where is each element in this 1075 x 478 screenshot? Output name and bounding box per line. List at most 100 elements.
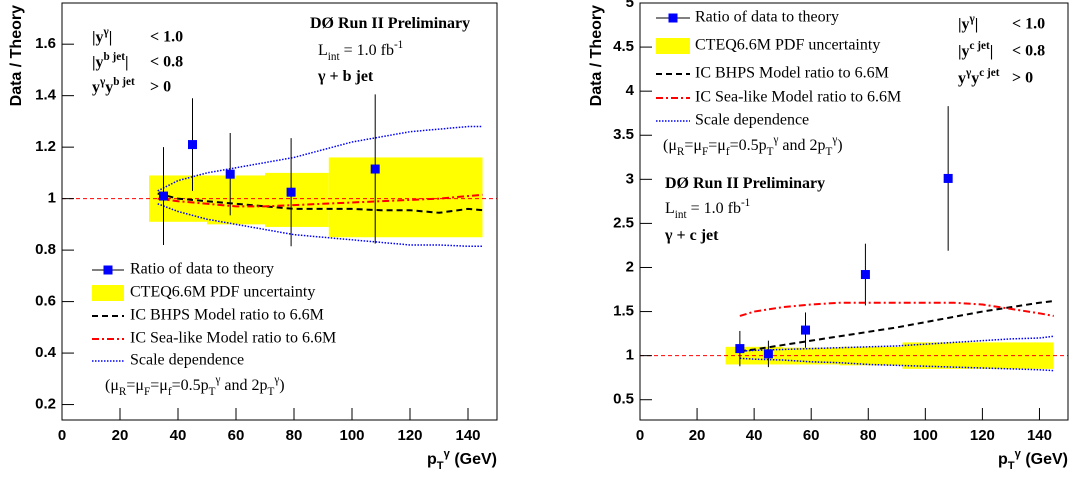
x-tick-label: 120 (397, 427, 422, 444)
text-part: (GeV) (450, 451, 497, 468)
text-part: int (328, 51, 341, 63)
x-tick-label: 100 (913, 427, 938, 444)
y-tick-label: 5 (626, 0, 634, 11)
annotation: γ + b jet (317, 68, 374, 85)
text-part: f (726, 146, 730, 158)
text-part: y (971, 70, 979, 87)
y-tick-label: 1 (626, 347, 634, 364)
text-part: γ (772, 134, 778, 146)
scale-upper (739, 335, 1054, 352)
annotation: DØ Run II Preliminary (665, 175, 825, 192)
text-part: and 2p (778, 137, 825, 154)
text-part: b jet (104, 51, 126, 63)
y-tick-label: 0.4 (35, 344, 57, 361)
y-axis-label: Data / Theory (8, 5, 25, 106)
x-tick-label: 20 (689, 427, 706, 444)
text-part: T (1008, 460, 1015, 472)
text-part: |y (958, 43, 970, 60)
x-tick-label: 20 (112, 427, 129, 444)
model-line (157, 192, 483, 214)
data-point (225, 169, 235, 179)
legend-label: IC BHPS Model ratio to 6.6M (695, 65, 889, 82)
x-tick-label: 40 (170, 427, 187, 444)
legend-label: IC Sea-like Model ratio to 6.6M (695, 89, 901, 106)
cut-value: < 0.8 (150, 54, 183, 71)
text-part: F (702, 146, 708, 158)
text-part: (μ (663, 137, 677, 154)
text-part: y (105, 79, 113, 96)
y-tick-label: 0.5 (613, 391, 634, 408)
text-part: L (665, 200, 675, 217)
cut-label: |yγ| (958, 13, 978, 33)
x-tick-label: 0 (58, 427, 66, 444)
y-tick-label: 4.5 (613, 38, 634, 55)
y-tick-label: 2.5 (613, 214, 634, 231)
text-part: T (268, 386, 275, 398)
legend-note: (μR=μF=μf=0.5pTγ and 2pTγ) (663, 134, 843, 158)
cut-value: < 1.0 (150, 29, 183, 46)
y-tick-label: 0.2 (35, 396, 56, 413)
y-tick-label: 4 (626, 82, 635, 99)
text-part: γ (444, 448, 451, 460)
x-tick-label: 0 (636, 427, 644, 444)
scale-upper (157, 125, 483, 192)
text-part: γ (99, 76, 106, 88)
data-point (860, 270, 870, 280)
annotation: Lint = 1.0 fb-1 (318, 39, 403, 63)
text-part: γ (273, 374, 279, 386)
text-part: γ (1015, 448, 1022, 460)
model-line (157, 193, 483, 208)
x-axis-label: pTγ (GeV) (427, 448, 497, 472)
text-part: |y (92, 54, 104, 71)
x-axis-label: pTγ (GeV) (998, 448, 1068, 472)
text-part: (GeV) (1021, 451, 1068, 468)
y-tick-label: 0.6 (35, 293, 56, 310)
data-point (286, 187, 296, 197)
x-tick-label: 120 (970, 427, 995, 444)
annotation: Lint = 1.0 fb-1 (665, 197, 750, 221)
text-part: =μ (150, 377, 168, 394)
text-part: y (958, 70, 966, 87)
cut-value: < 1.0 (1012, 16, 1045, 33)
x-tick-label: 140 (1027, 427, 1052, 444)
pdf-band (265, 172, 329, 227)
text-part: γ (103, 26, 110, 38)
text-part: =0.5p (730, 137, 767, 154)
text-part: T (826, 146, 833, 158)
data-point (188, 140, 197, 150)
x-tick-label: 60 (228, 427, 245, 444)
text-part: γ (965, 67, 972, 79)
text-part: ) (837, 137, 842, 154)
text-part: | (125, 54, 129, 71)
data-point (943, 173, 953, 183)
text-part: γ (214, 374, 220, 386)
text-part: b jet (113, 76, 135, 88)
legend-label: Scale dependence (695, 112, 809, 129)
legend-symbol (668, 13, 678, 23)
text-part: =0.5p (172, 377, 209, 394)
text-part: p (998, 451, 1008, 468)
text-part: |y (92, 29, 104, 46)
legend-label: IC Sea-like Model ratio to 6.6M (130, 330, 336, 347)
text-part: L (318, 42, 328, 59)
text-part: R (119, 386, 127, 398)
annotation: γ + c jet (664, 227, 719, 244)
annotation: DØ Run II Preliminary (310, 15, 470, 32)
cut-label: |yb jet| (92, 51, 129, 71)
x-tick-label: 140 (455, 427, 480, 444)
text-part: (μ (105, 377, 119, 394)
model-line (739, 299, 1054, 353)
legend-symbol (656, 38, 690, 54)
cut-value: < 0.8 (1012, 43, 1045, 60)
text-part: = 1.0 fb (340, 42, 394, 59)
cut-value: > 0 (150, 79, 171, 96)
y-tick-label: 1.6 (35, 35, 56, 52)
y-tick-label: 1.4 (35, 87, 57, 104)
scale-lower (739, 357, 1054, 372)
x-tick-label: 100 (339, 427, 364, 444)
text-part: T (209, 386, 216, 398)
text-part: | (109, 29, 113, 46)
y-axis-label: Data / Theory (588, 5, 605, 106)
plot-frame (639, 2, 1069, 421)
